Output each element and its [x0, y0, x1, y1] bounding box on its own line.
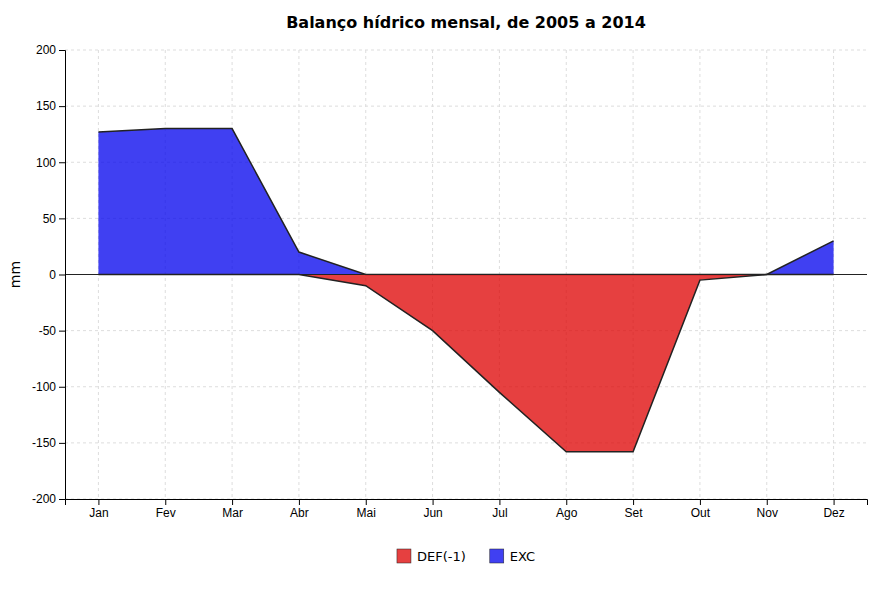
- tick-mark: [59, 162, 65, 163]
- legend-swatch: [490, 549, 504, 563]
- baseline: [65, 274, 867, 275]
- y-axis: -200 -150 -100 -50 0 50 100 150 200: [32, 43, 66, 506]
- tick-mark: [433, 499, 434, 505]
- tick-mark: [834, 499, 835, 505]
- tick-mark: [59, 218, 65, 219]
- axis-line: [66, 500, 868, 506]
- y-axis-title: mm: [7, 261, 23, 288]
- tick: Out: [691, 499, 711, 520]
- tick-label: Dez: [823, 506, 844, 520]
- x-axis: Jan Fev Mar Abr Mai Jun Jul Ago Set Out Nov Dez: [66, 499, 868, 520]
- tick-mark: [59, 50, 65, 51]
- tick: 200: [36, 43, 65, 57]
- title: Balanço hídrico mensal, de 2005 a 2014: [286, 13, 646, 32]
- tick-label: Fev: [156, 506, 176, 520]
- tick-label: Abr: [290, 506, 309, 520]
- tick: 100: [36, 156, 65, 170]
- tick: Nov: [757, 499, 778, 520]
- tick-label: 0: [49, 268, 56, 282]
- tick-mark: [59, 499, 65, 500]
- tick: Set: [625, 499, 644, 520]
- tick: 50: [43, 212, 65, 226]
- tick-label: 100: [36, 156, 56, 170]
- tick-mark: [299, 499, 300, 505]
- tick-label: Mar: [222, 506, 243, 520]
- tick-mark: [59, 106, 65, 107]
- area: [98, 129, 833, 275]
- tick-label: Set: [625, 506, 644, 520]
- tick-label: 150: [36, 99, 56, 113]
- tick-mark: [59, 331, 65, 332]
- tick-label: -200: [32, 492, 56, 506]
- tick-label: Ago: [556, 506, 578, 520]
- tick: -150: [32, 436, 65, 450]
- tick: Jul: [492, 499, 507, 520]
- line: [98, 129, 833, 275]
- tick-mark: [59, 387, 65, 388]
- grid: [65, 50, 867, 499]
- legend-label: DEF(-1): [417, 549, 466, 564]
- tick-mark: [499, 499, 500, 505]
- grid-line: [65, 274, 867, 275]
- tick-mark: [98, 499, 99, 505]
- tick-label: Mai: [357, 506, 376, 520]
- tick: 0: [49, 268, 65, 282]
- legend: DEF(-1) EXC: [397, 549, 535, 564]
- tick-label: Jun: [423, 506, 442, 520]
- legend-label: EXC: [510, 549, 535, 564]
- grid-line: [65, 386, 867, 387]
- tick-label: Out: [691, 506, 711, 520]
- tick-mark: [633, 499, 634, 505]
- grid-line: [65, 106, 867, 107]
- grid-line: [65, 50, 867, 51]
- tick-mark: [700, 499, 701, 505]
- tick: Mai: [357, 499, 376, 520]
- tick-mark: [59, 275, 65, 276]
- marks: [65, 129, 867, 452]
- tick: Jan: [89, 499, 108, 520]
- area: [98, 275, 833, 452]
- tick-label: Nov: [757, 506, 778, 520]
- tick-label: 200: [36, 43, 56, 57]
- line: [98, 275, 833, 452]
- axis-line: [59, 51, 66, 500]
- tick: -50: [39, 324, 65, 338]
- chart: Jan Fev Mar Abr Mai Jun Jul Ago Set Out Nov Dez -200…: [0, 0, 892, 589]
- tick-label: -50: [39, 324, 57, 338]
- tick: Abr: [290, 499, 309, 520]
- plot: Jan Fev Mar Abr Mai Jun Jul Ago Set Out Nov Dez -200…: [32, 43, 868, 519]
- tick-mark: [232, 499, 233, 505]
- tick: Mar: [222, 499, 243, 520]
- tick-label: Jul: [492, 506, 507, 520]
- legend-item: EXC: [490, 549, 535, 564]
- legend-item: DEF(-1): [397, 549, 466, 564]
- tick-label: 50: [43, 212, 57, 226]
- tick: Fev: [156, 499, 176, 520]
- tick: Ago: [556, 499, 578, 520]
- tick-label: Jan: [89, 506, 108, 520]
- tick-label: -150: [32, 436, 56, 450]
- tick: -100: [32, 380, 65, 394]
- tick: 150: [36, 99, 65, 113]
- grid-line: [65, 442, 867, 443]
- tick-mark: [366, 499, 367, 505]
- tick-label: -100: [32, 380, 56, 394]
- tick: -200: [32, 492, 65, 506]
- tick-mark: [767, 499, 768, 505]
- tick-mark: [566, 499, 567, 505]
- tick-mark: [165, 499, 166, 505]
- tick: Dez: [823, 499, 844, 520]
- tick-mark: [59, 443, 65, 444]
- tick: Jun: [423, 499, 442, 520]
- legend-swatch: [397, 549, 411, 563]
